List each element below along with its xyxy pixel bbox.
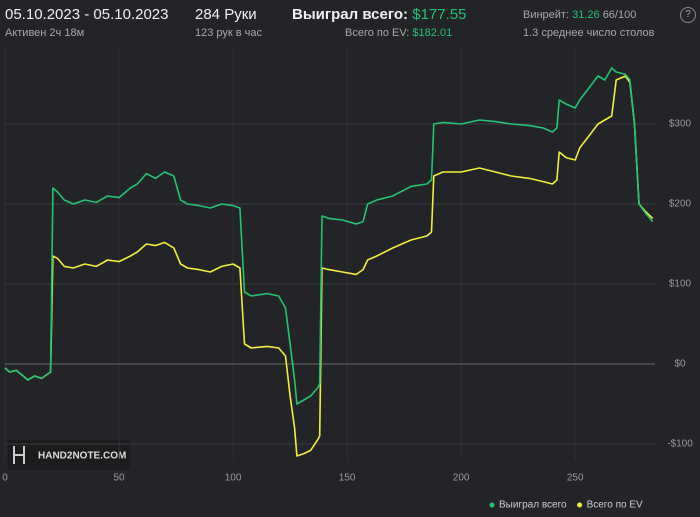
watermark-box [8,440,130,470]
legend-marker [577,502,583,508]
ev-value: $182.01 [412,27,453,39]
won-total: Выиграл всего: $177.55 [292,6,466,23]
won-label: Выиграл всего: [292,6,409,23]
x-tick-label: 250 [567,473,584,484]
winrate-value: 31.26 [572,9,600,21]
x-tick-label: 150 [339,473,356,484]
active-time: Активен 2ч 18м [5,27,85,39]
x-tick-label: 100 [225,473,242,484]
legend-label: Всего по EV [587,500,643,511]
winrate-unit: 66/100 [602,9,637,21]
y-tick-label: $100 [669,279,692,290]
winrate: Винрейт: 31.26 66/100 [523,9,636,21]
winrate-label: Винрейт: [523,9,570,21]
x-tick-label: 50 [113,473,125,484]
series-line [4,67,654,405]
won-value: $177.55 [412,6,467,23]
hands-per-hour: 123 рук в час [195,27,263,39]
y-tick-label: $0 [674,359,686,370]
series-line [4,75,654,457]
tables: 1.3 среднее число столов [523,27,655,39]
ev-total: Всего по EV: $182.01 [345,27,452,39]
ev-label: Всего по EV: [345,27,410,39]
hands: 284 Руки [195,6,257,23]
watermark-logo [13,446,25,464]
y-tick-label: $300 [669,119,692,130]
y-tick-label: -$100 [667,439,693,450]
x-tick-label: 200 [453,473,470,484]
x-tick-label: 0 [2,473,8,484]
date-range: 05.10.2023 - 05.10.2023 [5,6,169,23]
help-icon[interactable]: ? [680,7,696,23]
watermark: HAND2NOTE.COM [38,451,126,462]
legend-label: Выиграл всего [499,500,567,511]
y-tick-label: $200 [669,199,692,210]
legend-marker [489,502,495,508]
